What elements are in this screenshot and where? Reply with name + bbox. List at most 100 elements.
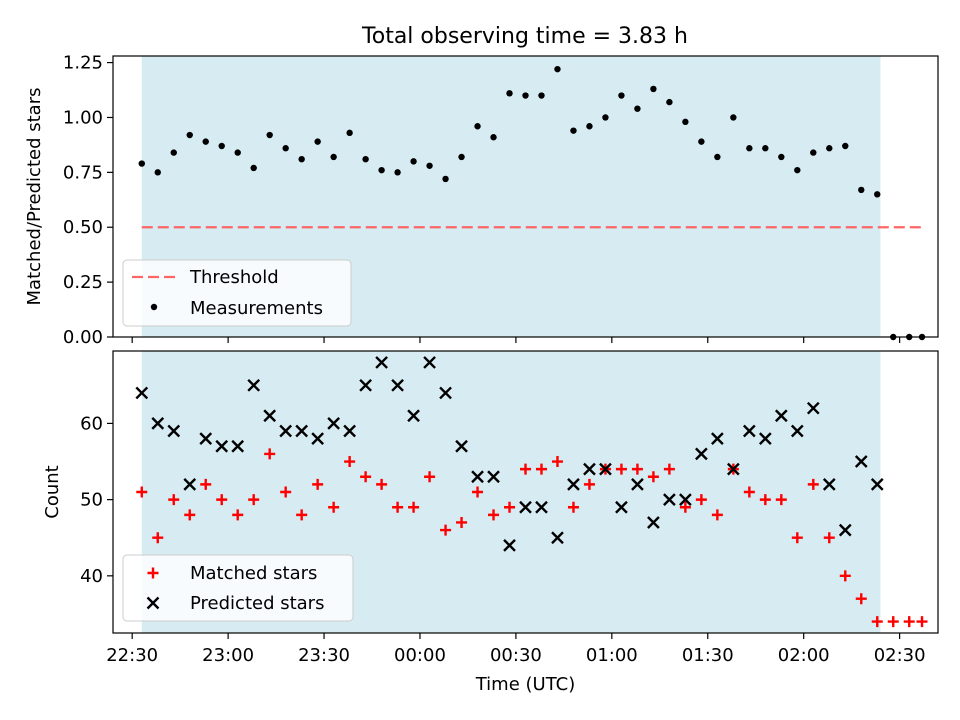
legend-matched-label: Matched stars <box>190 563 317 584</box>
measurement-point <box>234 149 241 156</box>
legend-predicted-swatch <box>146 596 160 610</box>
matched-star-point <box>775 494 787 506</box>
count-panel: 40 50 60 22:30 23:00 23:30 00:00 00:30 01:00 01:… <box>42 350 939 695</box>
ratio-marks <box>138 65 926 341</box>
count-y-axis: 40 50 60 <box>80 413 113 587</box>
matched-star-point <box>504 501 516 513</box>
measurement-point <box>778 153 785 161</box>
predicted-star-point <box>279 424 293 438</box>
measurement-point <box>458 153 465 161</box>
predicted-star-point <box>135 386 149 400</box>
predicted-star-point <box>455 439 468 453</box>
matched-star-point <box>871 616 883 628</box>
predicted-star-point <box>727 462 740 476</box>
matched-star-point <box>280 486 292 498</box>
legend-predicted-label: Predicted stars <box>190 593 324 614</box>
matched-star-point <box>823 532 835 544</box>
matched-star-point <box>551 456 563 468</box>
matched-star-point <box>631 463 643 475</box>
ratio-y-axis-label: Matched/Predicted stars <box>24 88 45 306</box>
matched-star-point <box>440 524 452 536</box>
predicted-star-point <box>215 439 229 453</box>
x-tick-label: 22:30 <box>106 645 158 666</box>
measurement-point <box>618 92 625 99</box>
count-legend-box <box>122 554 354 622</box>
measurement-point <box>490 134 497 141</box>
predicted-star-point <box>806 401 820 415</box>
legend-matched-swatch <box>147 567 159 579</box>
measurement-point <box>522 92 529 99</box>
count-x-axis: 22:30 23:00 23:30 00:00 00:30 01:00 01:30 02:00… <box>106 633 926 666</box>
y-tick-label: 40 <box>80 566 103 587</box>
predicted-star-point <box>151 417 165 430</box>
predicted-star-point <box>327 417 340 430</box>
y-tick-label: 0.25 <box>63 272 103 293</box>
matched-star-point <box>743 486 755 498</box>
predicted-star-point <box>599 462 612 476</box>
predicted-star-point <box>711 432 724 445</box>
measurement-point <box>858 186 865 194</box>
ratio-x-ticks <box>131 337 901 343</box>
predicted-star-point <box>167 424 181 438</box>
predicted-star-point <box>615 500 628 514</box>
matched-star-point <box>296 509 308 521</box>
matched-star-point <box>424 471 436 483</box>
count-marks <box>135 356 928 628</box>
predicted-star-point <box>647 516 660 529</box>
predicted-star-point <box>854 455 868 468</box>
measurement-point <box>810 149 817 156</box>
measurement-point <box>794 166 801 174</box>
measurement-point <box>330 153 337 161</box>
matched-star-point <box>535 463 547 475</box>
matched-star-point <box>855 593 867 605</box>
legend-measurements-swatch <box>150 303 158 311</box>
predicted-star-point <box>822 478 836 491</box>
matched-star-point <box>184 509 196 521</box>
matched-star-point <box>791 532 803 544</box>
predicted-star-point <box>551 531 564 545</box>
matched-star-point <box>615 463 627 475</box>
matched-star-point <box>520 463 531 475</box>
measurement-point <box>634 105 641 112</box>
measurement-point <box>266 131 273 139</box>
legend-threshold-label: Threshold <box>189 267 279 288</box>
y-tick-label: 1.00 <box>63 107 103 128</box>
predicted-star-point <box>870 478 884 491</box>
ratio-legend: Threshold Measurements <box>122 259 352 327</box>
predicted-star-point <box>679 493 692 506</box>
matched-star-point <box>839 570 851 582</box>
measurement-point <box>762 145 769 152</box>
count-axes-frame <box>112 350 939 634</box>
predicted-star-point <box>695 447 708 461</box>
measurement-point <box>714 153 721 161</box>
y-tick-label: 1.25 <box>63 53 103 74</box>
predicted-star-point <box>343 424 356 438</box>
predicted-star-point <box>439 386 452 400</box>
matched-star-point <box>360 471 372 483</box>
predicted-star-point <box>183 478 197 491</box>
measurement-point <box>730 114 737 121</box>
measurement-point <box>410 158 417 165</box>
measurement-point <box>154 169 161 176</box>
predicted-star-point <box>199 432 213 445</box>
measurement-point <box>602 114 609 121</box>
matched-star-point <box>759 494 771 506</box>
matched-star-point <box>807 478 819 490</box>
matched-star-point <box>488 509 500 521</box>
y-tick-label: 0.75 <box>63 162 103 183</box>
matched-star-point <box>344 456 356 468</box>
matched-star-point <box>711 509 723 521</box>
x-tick-label: 01:00 <box>586 645 638 666</box>
x-tick-label: 02:30 <box>874 645 926 666</box>
count-y-axis-label: Count <box>42 465 63 518</box>
measurement-point <box>314 138 321 145</box>
predicted-star-point <box>567 478 580 491</box>
x-tick-label: 23:00 <box>202 645 254 666</box>
predicted-star-point <box>407 409 420 423</box>
x-tick-label: 01:30 <box>682 645 734 666</box>
x-tick-label: 00:00 <box>394 645 446 666</box>
x-tick-label: 23:30 <box>298 645 350 666</box>
predicted-star-point <box>263 409 277 423</box>
chart-title: Total observing time = 3.83 h <box>361 24 688 49</box>
